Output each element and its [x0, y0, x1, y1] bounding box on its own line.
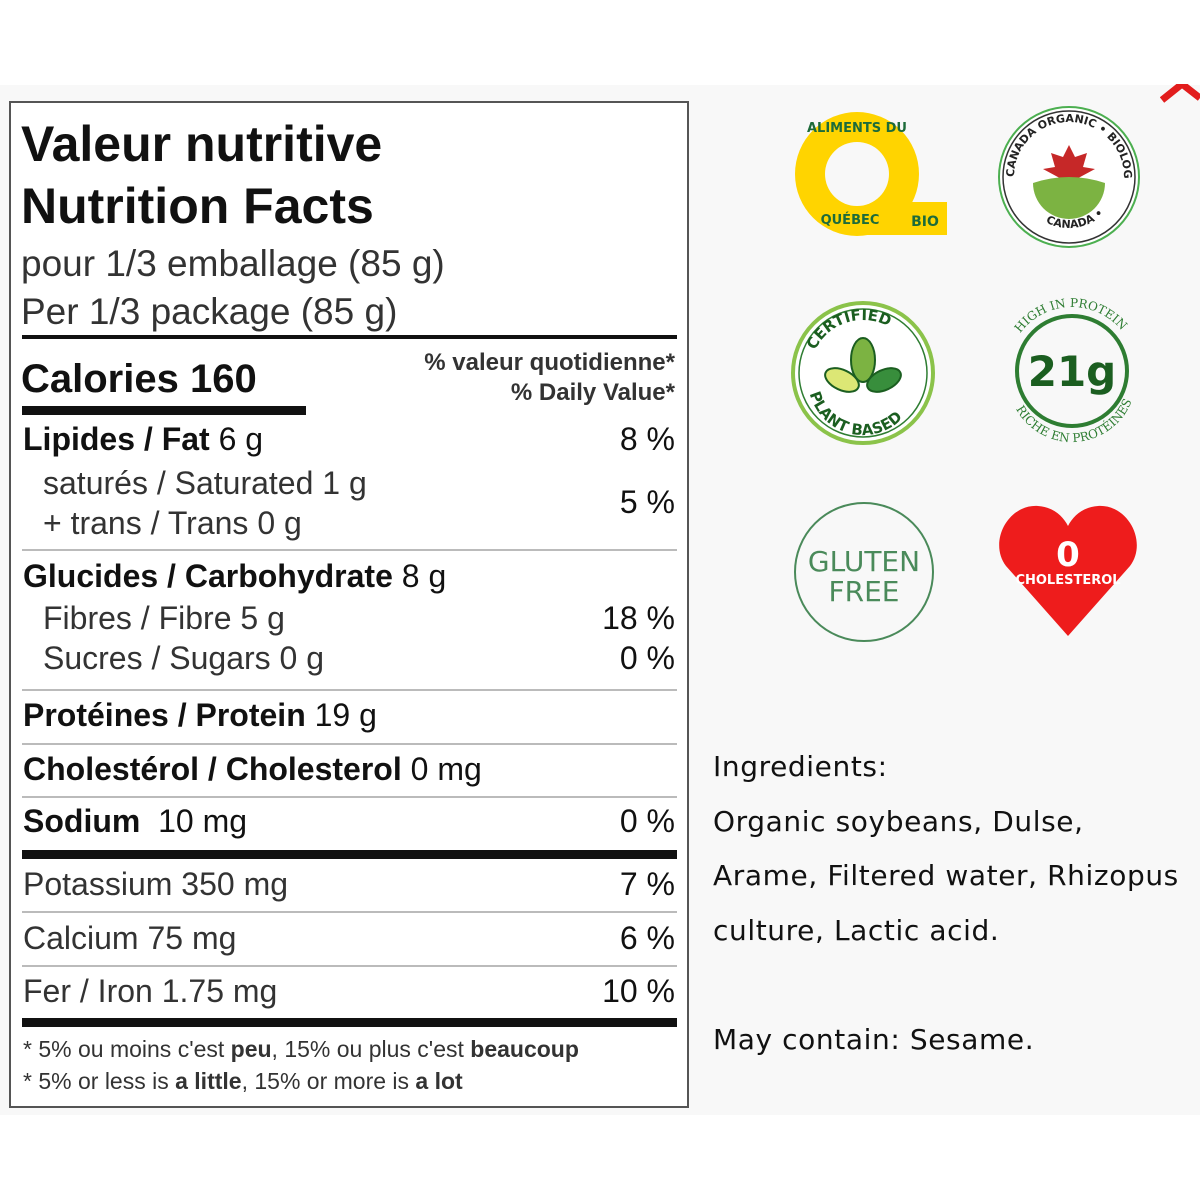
close-corner-icon[interactable]: [1160, 84, 1200, 104]
protein-row: Protéines / Protein 19 g: [23, 697, 377, 733]
dv-header-fr: % valeur quotidienne*: [424, 349, 675, 376]
divider: [22, 911, 677, 913]
fibre-row: Fibres / Fibre 5 g: [43, 600, 285, 636]
nutrition-facts-table: Valeur nutritive Nutrition Facts pour 1/…: [9, 101, 689, 1108]
canada-organic-logo: CANADA ORGANIC • BIOLOGIQUE CANADA •: [997, 105, 1140, 248]
divider: [22, 549, 677, 551]
fat-dv: 8 %: [619, 421, 675, 457]
serving-en: Per 1/3 package (85 g): [21, 291, 398, 332]
divider: [22, 743, 677, 745]
sat-trans-dv: 5 %: [619, 484, 675, 520]
potassium-dv: 7 %: [619, 866, 675, 902]
title-fr: Valeur nutritive: [21, 116, 383, 172]
divider: [22, 965, 677, 967]
svg-text:FREE: FREE: [829, 575, 900, 608]
iron-row: Fer / Iron 1.75 mg: [23, 973, 278, 1009]
divider: [22, 335, 677, 339]
svg-text:21g: 21g: [1028, 347, 1117, 396]
fibre-dv: 18 %: [602, 600, 675, 636]
title-en: Nutrition Facts: [21, 178, 374, 234]
sodium-row: Sodium 10 mg: [23, 803, 248, 839]
sodium-dv: 0 %: [619, 803, 675, 839]
calories: Calories 160: [21, 357, 257, 401]
sugars-row: Sucres / Sugars 0 g: [43, 640, 325, 676]
ingredients-heading: Ingredients:: [713, 750, 888, 783]
divider: [22, 850, 677, 859]
allergen-statement: May contain: Sesame.: [713, 1023, 1035, 1056]
saturated-row: saturés / Saturated 1 g: [43, 465, 367, 501]
fat-row: Lipides / Fat 6 g: [23, 421, 264, 457]
divider: [22, 1018, 677, 1027]
svg-text:BIO: BIO: [911, 214, 939, 230]
svg-text:CHOLESTEROL: CHOLESTEROL: [1015, 573, 1120, 588]
divider: [22, 689, 677, 691]
cholesterol-row: Cholestérol / Cholesterol 0 mg: [23, 751, 482, 787]
certified-plant-based-logo: CERTIFIED PLANT BASED: [791, 301, 935, 445]
svg-text:0: 0: [1056, 535, 1080, 575]
svg-text:GLUTEN: GLUTEN: [808, 545, 920, 578]
iron-dv: 10 %: [602, 973, 675, 1009]
ingredients-line: culture, Lactic acid.: [713, 914, 1000, 947]
ingredients-line: Organic soybeans, Dulse,: [713, 805, 1084, 838]
potassium-row: Potassium 350 mg: [23, 866, 289, 902]
divider: [22, 796, 677, 798]
high-in-protein-logo: HIGH IN PROTEIN RICHE EN PROTÉINES 21g: [1012, 298, 1135, 444]
gluten-free-logo: GLUTEN FREE: [794, 502, 934, 642]
zero-cholesterol-heart-logo: 0 CHOLESTEROL: [999, 505, 1137, 636]
divider: [22, 406, 306, 415]
calcium-row: Calcium 75 mg: [23, 920, 237, 956]
sugars-dv: 0 %: [619, 640, 675, 676]
carb-row: Glucides / Carbohydrate 8 g: [23, 558, 447, 594]
aliments-du-quebec-bio-logo: ALIMENTS DU QUÉBEC BIO: [795, 112, 947, 236]
serving-fr: pour 1/3 emballage (85 g): [21, 243, 445, 284]
footnote-en: * 5% or less is a little, 15% or more is…: [23, 1068, 463, 1094]
footnote-fr: * 5% ou moins c'est peu, 15% ou plus c'e…: [23, 1036, 579, 1062]
ingredients-line: Arame, Filtered water, Rhizopus: [713, 859, 1179, 892]
dv-header-en: % Daily Value*: [510, 379, 675, 406]
calcium-dv: 6 %: [619, 920, 675, 956]
svg-text:QUÉBEC: QUÉBEC: [821, 212, 880, 228]
svg-text:ALIMENTS DU: ALIMENTS DU: [807, 121, 907, 136]
trans-row: + trans / Trans 0 g: [43, 505, 302, 541]
